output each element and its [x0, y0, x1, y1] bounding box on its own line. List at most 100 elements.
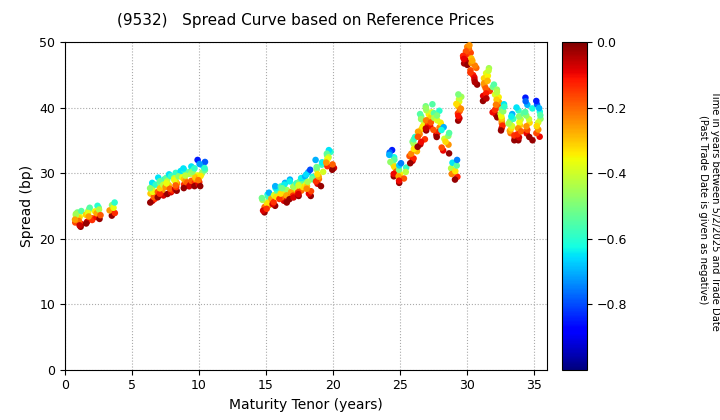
Point — [264, 189, 275, 196]
Point — [495, 110, 506, 117]
Point — [179, 172, 191, 179]
Point — [384, 152, 395, 158]
Point — [512, 131, 523, 138]
Point — [152, 189, 163, 195]
Point — [76, 207, 87, 214]
Point — [496, 120, 508, 127]
Point — [408, 136, 420, 143]
Point — [387, 147, 398, 153]
Point — [71, 209, 83, 216]
Point — [394, 162, 405, 169]
Point — [423, 121, 434, 128]
Point — [199, 167, 211, 173]
Point — [286, 191, 297, 197]
Point — [161, 176, 173, 183]
Point — [176, 174, 188, 181]
Point — [154, 190, 166, 197]
Point — [488, 81, 500, 88]
Point — [452, 103, 464, 110]
Point — [277, 189, 289, 195]
Point — [104, 207, 115, 214]
Point — [311, 166, 323, 173]
Point — [516, 128, 527, 135]
Point — [285, 189, 297, 195]
Point — [464, 67, 476, 74]
Point — [278, 197, 289, 204]
Point — [424, 115, 436, 122]
Point — [479, 82, 490, 89]
Point — [490, 111, 502, 118]
Point — [451, 100, 462, 107]
Point — [443, 141, 454, 148]
Point — [86, 217, 98, 223]
Point — [89, 208, 101, 215]
Point — [412, 144, 423, 150]
Point — [74, 222, 86, 229]
Point — [75, 223, 86, 230]
Point — [480, 90, 492, 97]
Point — [302, 178, 313, 185]
Point — [188, 167, 199, 173]
Point — [170, 178, 181, 185]
Point — [294, 178, 305, 185]
Point — [418, 121, 430, 128]
Point — [498, 108, 509, 115]
Point — [300, 181, 312, 187]
Point — [431, 117, 443, 123]
Point — [388, 171, 400, 177]
Point — [478, 80, 490, 87]
Point — [146, 183, 158, 190]
Point — [411, 148, 423, 155]
Point — [175, 168, 186, 174]
Point — [186, 163, 197, 170]
Point — [451, 162, 462, 169]
Point — [164, 185, 176, 192]
Point — [409, 134, 420, 140]
Point — [186, 168, 198, 175]
Point — [460, 48, 472, 55]
Point — [426, 109, 438, 116]
Point — [490, 101, 502, 108]
Point — [480, 70, 492, 76]
Point — [256, 195, 268, 202]
Point — [93, 204, 104, 211]
Point — [440, 138, 451, 145]
Point — [313, 176, 325, 182]
Point — [467, 58, 478, 64]
Point — [533, 119, 544, 126]
Point — [472, 81, 483, 88]
Point — [419, 136, 431, 143]
Point — [293, 193, 305, 199]
Point — [326, 166, 338, 173]
Point — [296, 187, 307, 194]
Point — [290, 185, 302, 192]
Point — [276, 194, 287, 200]
Point — [464, 69, 476, 76]
Point — [292, 189, 304, 196]
Point — [496, 125, 508, 131]
Point — [181, 179, 193, 186]
Point — [457, 54, 469, 61]
Point — [289, 187, 301, 194]
Point — [469, 76, 480, 83]
Point — [505, 125, 517, 132]
Point — [420, 117, 432, 124]
Point — [415, 113, 427, 120]
Point — [513, 134, 525, 141]
Point — [455, 105, 467, 112]
Point — [531, 97, 542, 104]
Point — [431, 131, 442, 138]
Point — [513, 137, 524, 144]
Point — [460, 57, 472, 64]
Point — [175, 171, 186, 178]
Point — [496, 118, 508, 124]
Point — [461, 51, 472, 58]
Point — [391, 168, 402, 175]
Point — [168, 175, 180, 181]
Point — [408, 141, 420, 147]
Point — [327, 161, 338, 168]
Point — [180, 178, 192, 184]
Point — [469, 74, 480, 81]
Point — [404, 153, 415, 160]
Point — [185, 181, 197, 188]
